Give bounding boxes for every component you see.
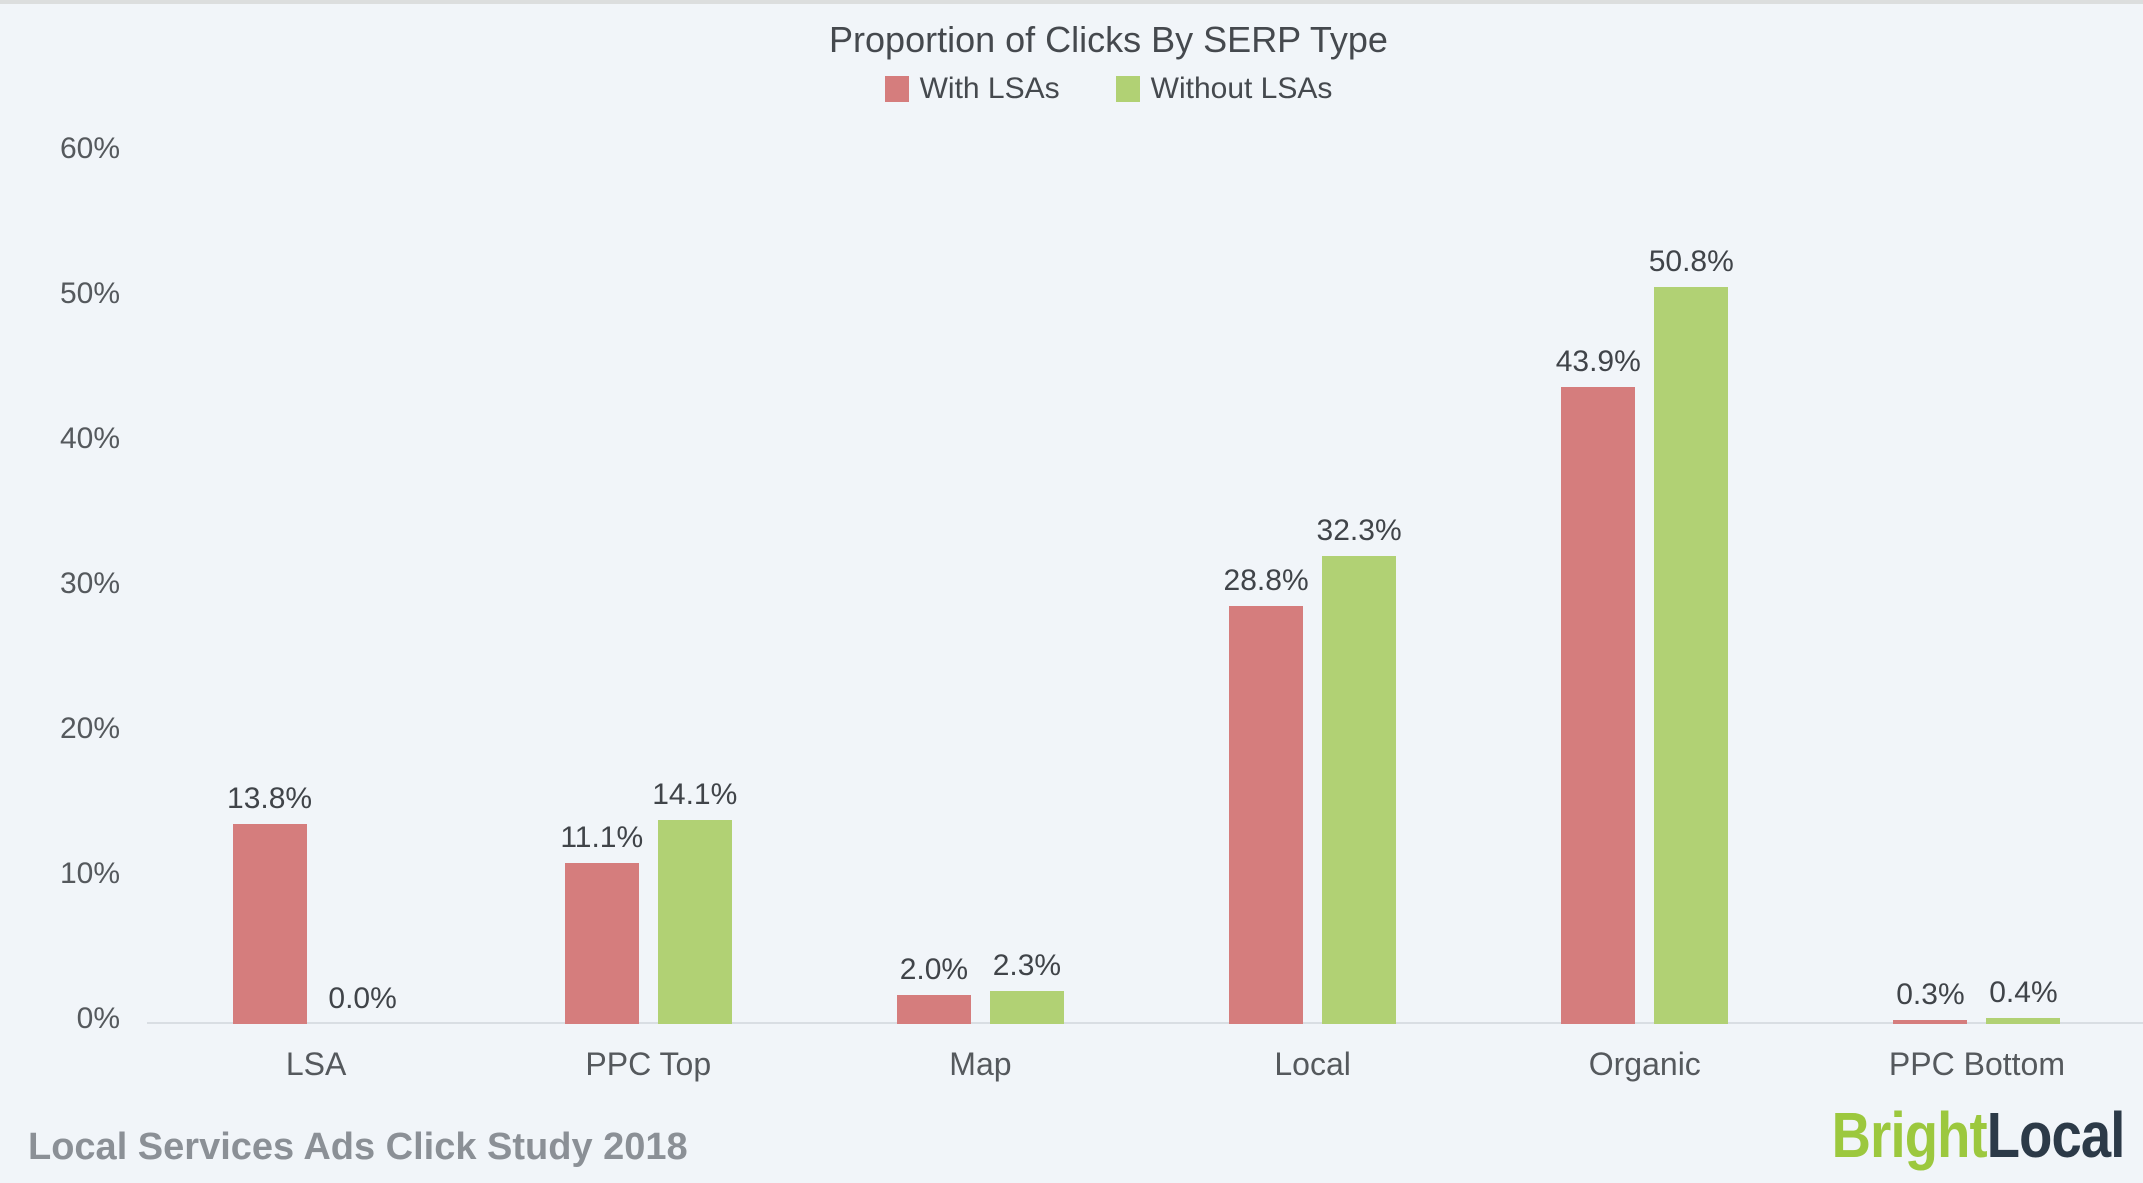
y-axis-ticks: 0% 10% 20% 30% 40% 50% 60% [0, 4, 120, 1183]
category-label: PPC Bottom [1888, 1046, 2065, 1082]
legend-swatch-without-lsas-icon [1115, 76, 1140, 102]
value-label: 0.4% [1989, 976, 2058, 1010]
legend: With LSAs Without LSAs [74, 72, 2143, 106]
bar-with-lsas: 28.8% [1224, 564, 1309, 1024]
category-label: Local [1274, 1046, 1351, 1082]
bar-without-lsas: 32.3% [1317, 514, 1402, 1024]
category-label: LSA [285, 1046, 347, 1082]
legend-item-without-lsas: Without LSAs [1115, 72, 1333, 106]
logo-text-local: Local [1987, 1099, 2126, 1171]
value-label: 14.1% [652, 777, 738, 811]
bar-group-local: 28.8% 32.3% Local [1147, 154, 1479, 1082]
chart-title: Proportion of Clicks By SERP Type [829, 19, 1388, 60]
bar-group-organic: 43.9% 50.8% Organic [1479, 154, 1811, 1082]
chart-header: Proportion of Clicks By SERP Type With L… [0, 4, 2143, 106]
x-axis-line [147, 1022, 2143, 1024]
bar-with-lsas: 43.9% [1556, 345, 1641, 1024]
y-axis-tick: 40% [59, 422, 120, 455]
y-axis-tick: 0% [76, 1002, 120, 1035]
legend-label-with-lsas: With LSAs [919, 72, 1060, 105]
value-label: 11.1% [560, 821, 644, 855]
category-label: Organic [1588, 1046, 1701, 1082]
bar-group-ppc-bottom: 0.3% 0.4% PPC Bottom [1811, 154, 2143, 1082]
plot-area: 13.8% 0.0% LSA 11.1% 14.1% PPC Top 2.0% 2.3% Map… [150, 154, 2143, 1082]
y-axis-tick: 50% [59, 277, 120, 310]
bar-group-ppc-top: 11.1% 14.1% PPC Top [482, 154, 814, 1082]
source-caption: Local Services Ads Click Study 2018 [28, 1126, 688, 1168]
category-label: PPC Top [585, 1046, 712, 1082]
bar-without-lsas: 0.4% [1986, 976, 2061, 1024]
value-label: 13.8% [227, 781, 313, 815]
bar-with-lsas: 0.3% [1893, 978, 1968, 1024]
value-label: 43.9% [1555, 345, 1641, 379]
bar-with-lsas: 2.0% [896, 953, 971, 1024]
value-label: 0.3% [1896, 977, 1965, 1011]
value-label: 32.3% [1316, 513, 1402, 547]
bar-group-lsa: 13.8% 0.0% LSA [150, 154, 482, 1082]
value-label: 0.0% [328, 982, 397, 1015]
logo-text-bright: Bright [1832, 1099, 1988, 1171]
brightlocal-logo: BrightLocal [1832, 1098, 2126, 1172]
bar-with-lsas: 11.1% [560, 821, 643, 1024]
value-label: 28.8% [1223, 564, 1309, 598]
category-label: Map [949, 1046, 1012, 1082]
value-label: 2.3% [992, 948, 1062, 982]
bar-with-lsas: 13.8% [227, 782, 312, 1024]
y-axis-tick: 20% [59, 712, 120, 745]
value-label: 50.8% [1648, 245, 1734, 279]
value-label: 2.0% [899, 953, 969, 986]
legend-swatch-with-lsas-icon [884, 76, 909, 102]
bar-without-lsas: 50.8% [1649, 245, 1734, 1024]
y-axis-tick: 10% [59, 857, 120, 890]
bar-without-lsas: 2.3% [989, 949, 1064, 1024]
legend-label-without-lsas: Without LSAs [1150, 72, 1333, 105]
y-axis-tick: 30% [59, 567, 120, 600]
bar-group-map: 2.0% 2.3% Map [814, 154, 1146, 1082]
legend-item-with-lsas: With LSAs [884, 72, 1060, 106]
y-axis-tick: 60% [59, 132, 120, 165]
bar-without-lsas: 14.1% [652, 778, 737, 1024]
